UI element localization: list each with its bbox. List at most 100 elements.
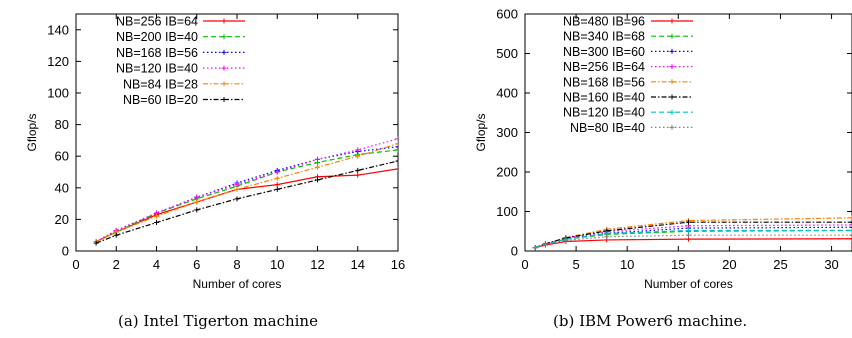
y-tick-label: 100 (47, 86, 69, 101)
data-point (355, 147, 361, 153)
legend-marker (221, 97, 227, 102)
data-point (849, 215, 852, 221)
series-line (535, 234, 852, 249)
data-point (315, 164, 320, 170)
data-point (849, 222, 852, 228)
data-point (274, 182, 280, 188)
x-tick-label: 16 (391, 257, 405, 272)
data-point (563, 237, 569, 243)
legend-label: NB=160 IB=40 (563, 91, 645, 105)
legend-marker (669, 33, 675, 39)
x-tick-label: 30 (824, 257, 838, 272)
data-point (355, 172, 361, 178)
data-point (395, 136, 398, 142)
legend-marker (669, 48, 675, 54)
x-tick-label: 2 (113, 257, 120, 272)
legend-label: NB=80 IB=40 (570, 121, 645, 135)
legend-marker (669, 64, 675, 70)
y-tick-label: 200 (496, 165, 518, 180)
legend-label: NB=168 IB=56 (563, 75, 645, 89)
series-nb-60-ib-20 (93, 158, 398, 246)
legend-label: NB=256 IB=64 (116, 15, 198, 29)
data-point (194, 207, 200, 213)
legend-marker (669, 79, 675, 85)
x-tick-label: 20 (722, 257, 736, 272)
x-tick-label: 14 (351, 257, 365, 272)
x-tick-label: 4 (153, 257, 160, 272)
legend-marker (669, 109, 675, 115)
legend-marker (669, 18, 675, 24)
data-point (849, 232, 852, 238)
x-tick-label: 10 (620, 257, 634, 272)
legend-label: NB=60 IB=20 (123, 93, 198, 107)
caption-intel-tigerton: (a) Intel Tigerton machine (118, 312, 318, 330)
data-point (686, 219, 691, 225)
data-point (686, 227, 691, 233)
series-line (535, 238, 852, 249)
series-nb-256-ib-64 (532, 222, 852, 250)
data-point (395, 141, 398, 147)
y-tick-label: 300 (496, 125, 518, 140)
data-point (686, 232, 691, 238)
data-point (194, 199, 200, 205)
data-point (849, 224, 852, 230)
x-tick-label: 25 (773, 257, 787, 272)
x-tick-label: 10 (270, 257, 284, 272)
series-nb-160-ib-40 (532, 219, 852, 250)
legend-marker (669, 124, 675, 130)
y-tick-label: 0 (511, 244, 518, 259)
legend-marker (221, 65, 227, 71)
y-tick-label: 20 (55, 212, 69, 227)
legend-label: NB=168 IB=56 (116, 46, 198, 60)
data-point (542, 242, 548, 248)
data-point (234, 196, 240, 202)
legend-marker (221, 49, 227, 55)
y-tick-label: 100 (496, 204, 518, 219)
series-line (535, 221, 852, 249)
data-point (849, 227, 852, 233)
y-tick-label: 500 (496, 46, 518, 61)
legend-label: NB=84 IB=28 (123, 77, 198, 91)
series-nb-480-ib-96 (532, 236, 852, 251)
data-point (849, 219, 852, 225)
y-tick-label: 600 (496, 7, 518, 22)
y-tick-label: 400 (496, 86, 518, 101)
y-tick-label: 0 (62, 244, 69, 259)
series-nb-80-ib-40 (532, 232, 852, 251)
legend-marker (221, 81, 227, 87)
y-tick-label: 80 (55, 117, 69, 132)
x-tick-label: 0 (521, 257, 528, 272)
data-point (274, 175, 280, 181)
legend-label: NB=300 IB=60 (563, 45, 645, 59)
data-point (194, 194, 200, 200)
caption-ibm-power6: (b) IBM Power6 machine. (553, 312, 748, 330)
data-point (154, 213, 159, 219)
y-tick-label: 40 (55, 180, 69, 195)
data-point (234, 182, 240, 188)
x-tick-label: 5 (572, 257, 579, 272)
data-point (315, 156, 320, 162)
legend-label: NB=200 IB=40 (116, 30, 198, 44)
data-point (849, 236, 852, 242)
data-point (93, 240, 99, 246)
data-point (395, 158, 398, 164)
x-axis-title: Number of cores (644, 277, 733, 291)
y-axis-title: Gflop/s (25, 113, 39, 151)
data-point (154, 220, 159, 226)
legend-marker (221, 34, 227, 40)
legend-label: NB=340 IB=68 (563, 30, 645, 44)
y-tick-label: 120 (47, 54, 69, 69)
data-point (395, 144, 398, 150)
data-point (395, 147, 398, 153)
data-point (355, 167, 361, 173)
data-point (315, 177, 320, 183)
x-tick-label: 15 (671, 257, 685, 272)
data-point (395, 166, 398, 172)
data-point (113, 232, 119, 238)
legend-label: NB=480 IB=96 (563, 15, 645, 29)
legend-label: NB=120 IB=40 (563, 106, 645, 120)
legend-label: NB=256 IB=64 (563, 60, 645, 74)
y-axis-title: Gflop/s (474, 113, 488, 151)
